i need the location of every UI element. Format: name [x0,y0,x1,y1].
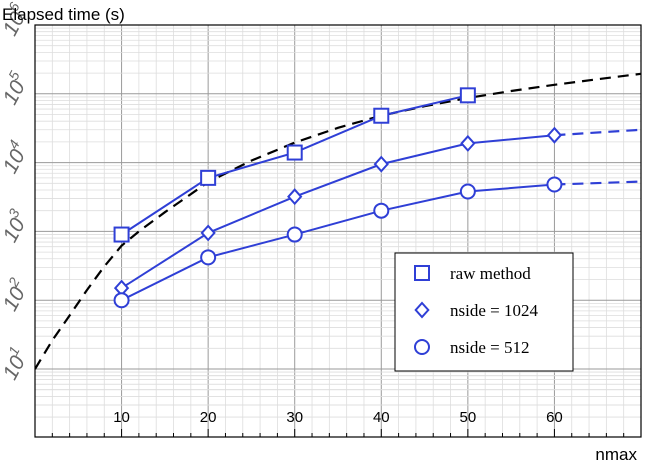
series-1 [113,126,641,297]
x-tick-label: 60 [546,409,563,426]
legend-label: nside = 1024 [450,301,538,320]
x-tick-label: 20 [200,409,217,426]
fit-curve-layer [35,72,641,370]
y-tick-label: 102 [0,275,30,315]
diamond-marker [414,301,430,319]
y-tick-label: 101 [0,344,30,384]
x-tick-label: 40 [373,409,390,426]
ticks [51,429,625,437]
data-point [200,169,217,186]
data-point [286,144,303,161]
series-2 [113,176,641,309]
x-tick-label: 30 [286,409,303,426]
fit-curve [35,72,641,370]
data-point [113,226,130,243]
legend: raw method nside = 1024 nside = 512 [394,252,574,372]
series-line [121,183,555,302]
data-point [373,202,390,219]
x-tick-label: 50 [460,409,477,426]
data-point [113,292,130,309]
circle-marker [414,339,430,355]
data-point [286,226,303,243]
x-tick-labels: 10 20 30 40 50 60 [113,409,563,426]
series-line [121,134,555,289]
plot-frame [34,24,642,438]
x-tick-label: 10 [113,409,130,426]
data-point [200,224,216,242]
data-point [459,183,476,200]
square-marker [414,265,430,281]
extrapolation-line [554,128,641,137]
data-point [373,107,390,124]
legend-entry: nside = 1024 [414,301,538,320]
series-0 [113,87,476,243]
data-point [200,249,217,266]
data-point [287,188,303,206]
series-layer [113,87,641,309]
x-axis-title: nmax [595,445,637,464]
data-point [459,87,476,104]
legend-label: raw method [450,264,531,283]
data-point [546,126,563,144]
legend-entry: nside = 512 [414,338,529,357]
y-axis-title: Elapsed time (s) [2,5,125,24]
y-tick-label: 104 [0,137,30,177]
y-tick-label: 103 [0,206,30,246]
data-point [460,134,476,152]
legend-entry: raw method [414,264,531,283]
y-tick-label: 105 [0,68,30,108]
extrapolation-line [554,180,641,186]
data-point [546,176,563,193]
legend-label: nside = 512 [450,338,529,357]
data-point [373,155,389,173]
